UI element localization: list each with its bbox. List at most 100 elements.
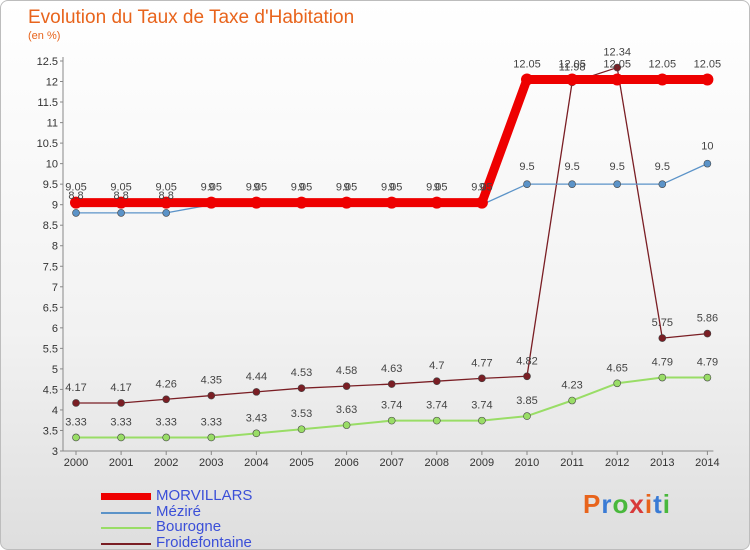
y-tick-label: 3.5 xyxy=(43,425,58,437)
x-tick-label: 2012 xyxy=(605,457,629,469)
y-tick-label: 8.5 xyxy=(43,220,58,232)
data-label-3: 4.53 xyxy=(291,367,312,379)
series-line-3 xyxy=(75,66,709,404)
data-label-1: 10 xyxy=(701,141,713,153)
data-label-2: 3.85 xyxy=(516,395,537,407)
legend-label-froidefontaine: Froidefontaine xyxy=(156,534,252,550)
data-label-3: 4.58 xyxy=(336,365,357,377)
data-point-2 xyxy=(658,373,667,382)
data-label-1: 9 xyxy=(253,182,259,194)
data-point-0 xyxy=(340,196,353,209)
data-point-3 xyxy=(117,399,125,407)
legend-label-bourogne: Bourogne xyxy=(156,518,222,535)
data-label-0: 9.05 xyxy=(65,182,86,194)
data-label-3: 4.7 xyxy=(429,360,444,372)
data-point-1 xyxy=(162,209,170,217)
series-labels: 3.33 3.33 3.33 3.33 3.43 3.53 3.63 3.74 3.74 3.74… xyxy=(65,47,721,429)
y-tick-label: 3 xyxy=(52,446,58,458)
data-point-0 xyxy=(250,196,263,209)
data-label-2: 3.74 xyxy=(426,400,447,412)
data-label-2: 4.65 xyxy=(606,362,627,374)
logo-letter: i xyxy=(644,489,654,519)
data-label-0: 12.05 xyxy=(558,58,586,70)
data-label-2: 3.43 xyxy=(246,412,267,424)
data-label-3: 11.98 xyxy=(559,61,586,73)
data-point-3 xyxy=(523,372,531,381)
data-label-3: 5.75 xyxy=(652,317,673,329)
data-point-2 xyxy=(432,416,441,425)
data-label-1: 8.8 xyxy=(113,190,128,202)
data-label-3: 12.34 xyxy=(603,47,631,59)
x-tick-label: 2006 xyxy=(334,457,358,469)
series-points xyxy=(70,63,714,442)
y-axis: 3 3.5 4 4.5 5 5.5 6 6.5 7 7.5 8 8.5 9 9.5 10 10.5 11 11.5… xyxy=(37,56,64,458)
y-tick-label: 11.5 xyxy=(37,97,58,109)
y-tick-label: 5.5 xyxy=(43,343,58,355)
data-point-1 xyxy=(72,209,80,217)
data-label-1: 9 xyxy=(344,182,350,194)
data-point-0 xyxy=(295,196,308,209)
data-label-0: 9.05 xyxy=(336,182,357,194)
x-tick-label: 2014 xyxy=(695,457,719,469)
unit-label: (en %) xyxy=(28,30,61,42)
data-point-2 xyxy=(387,416,396,425)
data-label-2: 3.74 xyxy=(381,400,402,412)
data-point-2 xyxy=(117,433,125,442)
data-point-3 xyxy=(252,388,261,396)
proxiti-logo: Proxiti xyxy=(583,489,671,520)
data-point-3 xyxy=(162,395,170,404)
logo-letter: i xyxy=(662,489,671,519)
data-point-2 xyxy=(613,379,622,388)
data-label-0: 9.05 xyxy=(426,182,447,194)
data-point-2 xyxy=(523,412,531,420)
logo-letter: t xyxy=(653,489,663,519)
y-tick-label: 12.5 xyxy=(37,56,58,68)
data-point-2 xyxy=(162,433,170,442)
data-label-0: 9.05 xyxy=(381,182,402,194)
y-tick-label: 7 xyxy=(52,282,58,294)
data-point-3 xyxy=(342,382,351,390)
data-label-0: 12.05 xyxy=(649,58,677,70)
data-label-0: 12.05 xyxy=(513,58,541,70)
y-tick-label: 9 xyxy=(52,200,58,212)
data-label-0: 9.05 xyxy=(155,182,176,194)
data-label-3: 4.35 xyxy=(201,375,222,387)
data-label-3: 4.26 xyxy=(155,378,176,390)
x-tick-label: 2010 xyxy=(515,457,539,469)
data-point-3 xyxy=(297,384,306,392)
data-point-3 xyxy=(387,380,396,388)
data-label-3: 4.17 xyxy=(65,382,86,394)
data-point-0 xyxy=(205,196,218,209)
data-point-1 xyxy=(613,180,622,188)
y-tick-label: 5 xyxy=(52,364,58,376)
y-tick-label: 8 xyxy=(52,241,58,253)
data-label-1: 9 xyxy=(208,182,214,194)
data-point-3 xyxy=(613,63,622,72)
data-label-1: 9 xyxy=(434,182,440,194)
data-label-0: 9.05 xyxy=(471,182,492,194)
data-point-0 xyxy=(611,73,624,86)
data-point-0 xyxy=(385,196,398,209)
data-label-3: 4.44 xyxy=(246,371,267,383)
data-point-3 xyxy=(478,374,486,383)
data-point-2 xyxy=(568,396,576,405)
data-label-2: 3.33 xyxy=(110,416,131,428)
data-point-1 xyxy=(117,209,125,217)
x-tick-label: 2001 xyxy=(109,457,133,469)
x-tick-label: 2004 xyxy=(244,457,268,469)
data-point-3 xyxy=(72,399,80,407)
y-tick-label: 10 xyxy=(46,159,58,171)
data-point-0 xyxy=(430,196,443,209)
data-point-1 xyxy=(568,180,576,188)
data-point-2 xyxy=(207,433,216,442)
data-label-0: 9.05 xyxy=(110,182,131,194)
data-label-2: 3.53 xyxy=(291,408,312,420)
data-point-0 xyxy=(70,196,82,209)
y-tick-label: 11 xyxy=(47,118,58,130)
x-tick-label: 2008 xyxy=(425,457,449,469)
data-label-3: 4.77 xyxy=(471,357,492,369)
x-tick-label: 2013 xyxy=(650,457,674,469)
data-label-2: 3.33 xyxy=(201,416,222,428)
